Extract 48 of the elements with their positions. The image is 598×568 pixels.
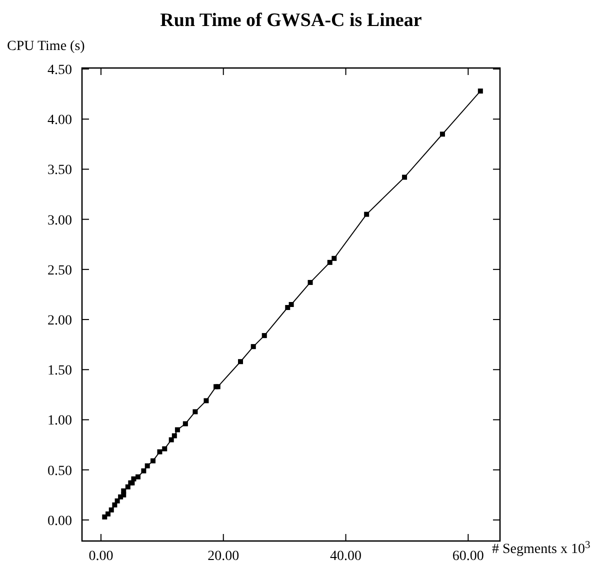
point: [262, 333, 267, 338]
point: [108, 507, 114, 512]
point: [162, 446, 168, 452]
point: [327, 260, 332, 265]
y-tick-label: 0.50: [48, 464, 72, 479]
point: [285, 305, 290, 310]
point: [136, 474, 140, 480]
point: [150, 458, 156, 464]
point: [250, 344, 256, 350]
x-tick-label: 0.00: [88, 549, 114, 564]
point: [182, 421, 188, 426]
y-tick-label: 2.50: [48, 263, 72, 278]
point: [157, 449, 162, 454]
point: [125, 484, 130, 490]
point: [144, 463, 150, 468]
y-tick-label: 0.00: [48, 514, 72, 529]
point: [364, 212, 370, 217]
y-tick-label: 1.50: [48, 364, 72, 379]
y-tick-label: 3.50: [48, 163, 72, 178]
point: [172, 433, 177, 438]
x-tick-label: 60.00: [452, 549, 484, 564]
y-axis-title: CPU Time (s): [7, 39, 86, 54]
point: [131, 476, 136, 482]
y-tick-label: 1.00: [48, 414, 72, 429]
point: [174, 427, 180, 432]
point: [440, 132, 445, 137]
chart-title: Run Time of GWSA-C is Linear: [160, 10, 422, 31]
point: [121, 488, 126, 494]
point: [114, 498, 120, 504]
point: [238, 359, 244, 364]
point: [288, 302, 294, 307]
x-axis-title: # Segments x 10$^{3}$: [492, 540, 590, 557]
y-tick-label: 3.00: [48, 213, 72, 228]
y-tick-label: 4.00: [48, 113, 72, 128]
point: [192, 409, 198, 414]
x-tick-label: 20.00: [208, 549, 240, 564]
point: [402, 174, 408, 180]
y-tick-label: 2.00: [48, 314, 72, 329]
point: [308, 280, 313, 285]
point: [106, 511, 111, 516]
point: [204, 398, 209, 404]
point: [112, 502, 118, 508]
point: [141, 468, 146, 474]
point: [478, 88, 483, 94]
point: [332, 256, 337, 261]
y-tick-label: 4.50: [48, 63, 72, 78]
x-tick-label: 40.00: [330, 549, 362, 564]
point: [168, 437, 174, 442]
